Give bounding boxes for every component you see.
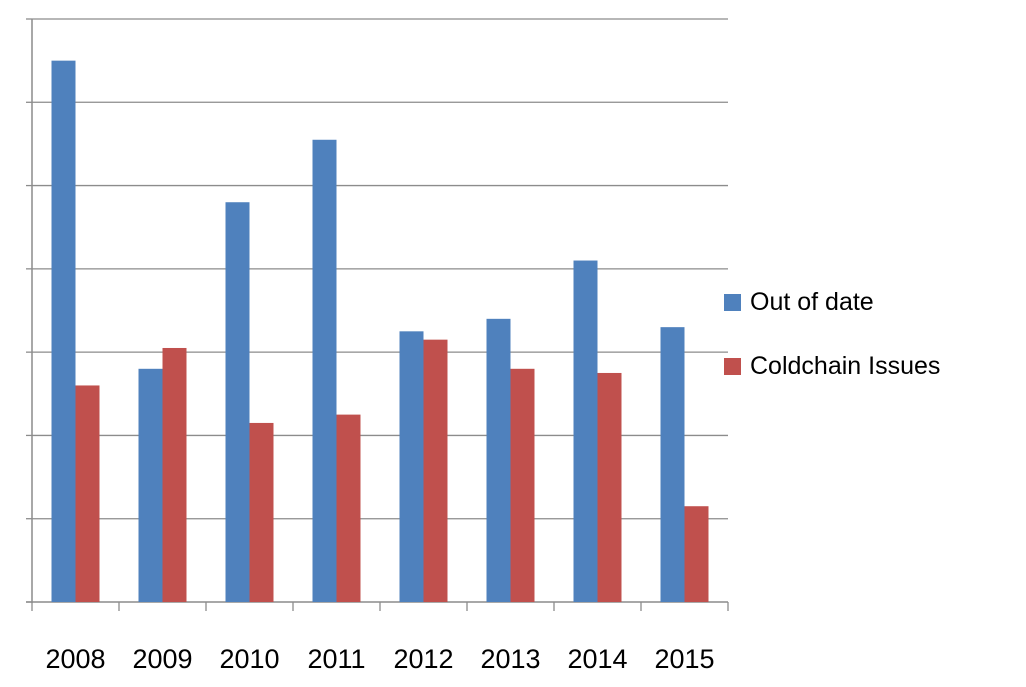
x-tick-label: 2008 [45,644,105,674]
legend-swatch-coldchain-issues [724,357,741,375]
bar-coldchain-issues-2008 [75,385,100,602]
bar-out-of-date-2011 [312,139,337,602]
legend-label-out-of-date: Out of date [750,287,874,316]
x-tick-label: 2015 [654,644,714,674]
bar-coldchain-issues-2010 [249,422,274,602]
legend: Out of date Coldchain Issues [724,284,1024,412]
bar-out-of-date-2010 [225,202,250,602]
x-tick-label: 2014 [567,644,627,674]
bar-out-of-date-2015 [660,327,685,602]
x-tick-label: 2009 [132,644,192,674]
bar-coldchain-issues-2013 [510,368,535,602]
bar-coldchain-issues-2011 [336,414,361,602]
bar-out-of-date-2009 [138,368,163,602]
bar-coldchain-issues-2009 [162,347,187,602]
legend-item-coldchain-issues: Coldchain Issues [724,348,1024,384]
legend-item-out-of-date: Out of date [724,284,1024,320]
legend-swatch-out-of-date [724,293,741,311]
x-tick-label: 2010 [219,644,279,674]
x-tick-label: 2011 [307,644,365,674]
bar-coldchain-issues-2015 [684,506,709,602]
bar-out-of-date-2008 [51,60,76,602]
bar-out-of-date-2012 [399,331,424,602]
bar-out-of-date-2014 [573,260,598,602]
bar-coldchain-issues-2014 [597,372,622,602]
x-tick-label: 2013 [480,644,540,674]
x-tick-label: 2012 [393,644,453,674]
bar-coldchain-issues-2012 [423,339,448,602]
bar-out-of-date-2013 [486,318,511,602]
legend-label-coldchain-issues: Coldchain Issues [750,351,941,380]
